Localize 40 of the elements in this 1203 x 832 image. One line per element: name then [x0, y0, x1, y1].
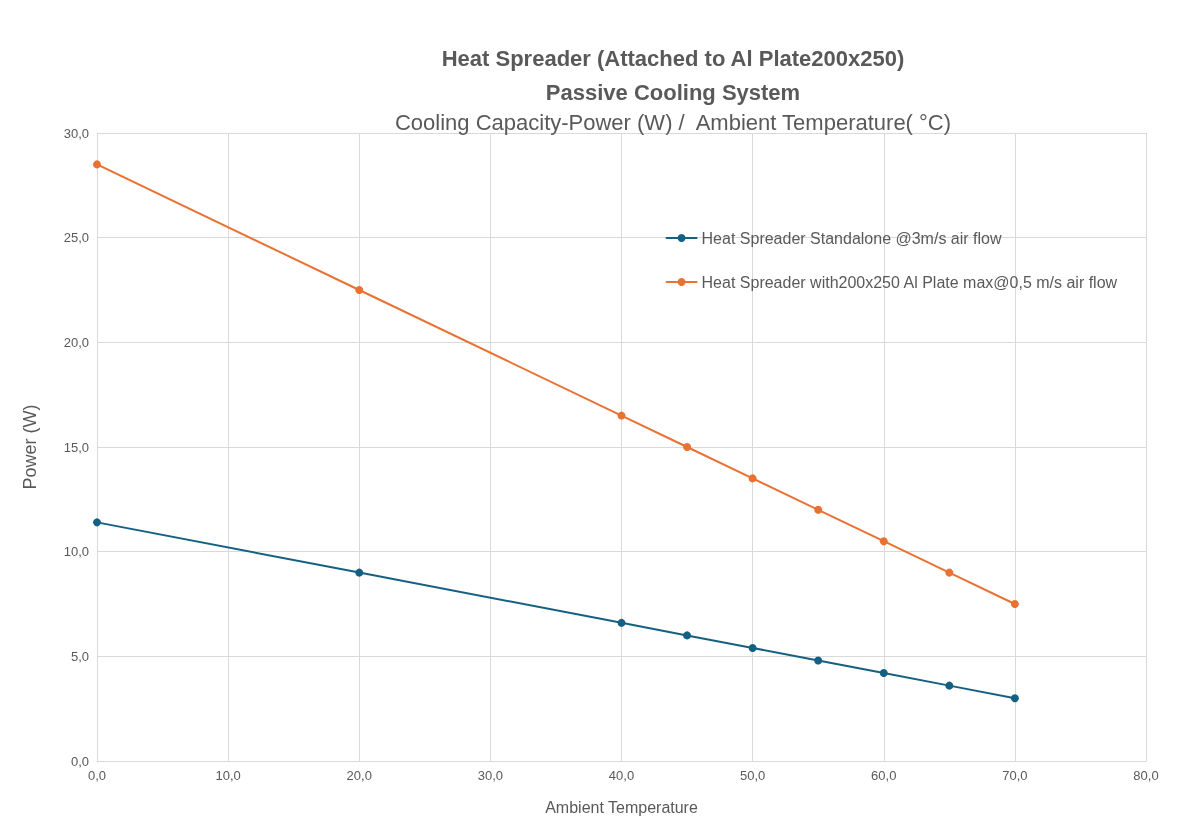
y-tick-label: 20,0: [63, 334, 89, 350]
x-tick-label: 60,0: [871, 768, 897, 783]
point: [683, 631, 692, 640]
x-tick-label: 70,0: [1002, 768, 1028, 783]
x-tick-label: 0,0: [87, 768, 107, 783]
y-tick-label: 5,0: [70, 648, 89, 664]
y-tick-label: 15,0: [63, 439, 89, 455]
point: [879, 669, 888, 678]
point: [1010, 600, 1019, 608]
x-tick-label: 50,0: [739, 768, 766, 783]
point: [748, 474, 757, 483]
legend-label: Heat Spreader with200x250 Al Plate max@0,5 m/s air flow: [701, 273, 1118, 291]
chart-title: Heat Spreader (Attached to Al Plate200x250) Passive Cooling System: [441, 45, 905, 105]
y-tick-label: 0,0: [70, 753, 89, 769]
x-tick-label: 20,0: [346, 768, 372, 783]
x-tick-label: 40,0: [608, 768, 635, 783]
point: [879, 537, 888, 546]
y-tick-label: 25,0: [63, 230, 89, 246]
point: [355, 286, 364, 294]
legend-label: Heat Spreader Standalone @3m/s air flow: [701, 229, 1002, 247]
x-tick-label: 10,0: [215, 768, 241, 783]
x-tick-label: 30,0: [477, 768, 504, 783]
point: [93, 518, 101, 527]
point: [945, 681, 954, 690]
y-axis-title: Power (W): [20, 404, 40, 490]
point: [748, 643, 757, 652]
point: [1010, 694, 1019, 703]
x-axis-title: Ambient Temperature: [545, 798, 698, 816]
y-tick-label: 30,0: [63, 125, 89, 141]
point: [617, 618, 626, 627]
point: [814, 505, 823, 514]
point: [814, 656, 823, 665]
x-tick-label: 80,0: [1133, 768, 1159, 783]
point: [683, 443, 692, 451]
chart-subtitle: Cooling Capacity-Power (W) / Ambient Temperature( °C): [394, 109, 952, 135]
point: [617, 411, 626, 420]
point: [945, 568, 954, 577]
point: [93, 160, 101, 169]
point: [355, 568, 364, 577]
y-tick-label: 10,0: [63, 544, 89, 560]
